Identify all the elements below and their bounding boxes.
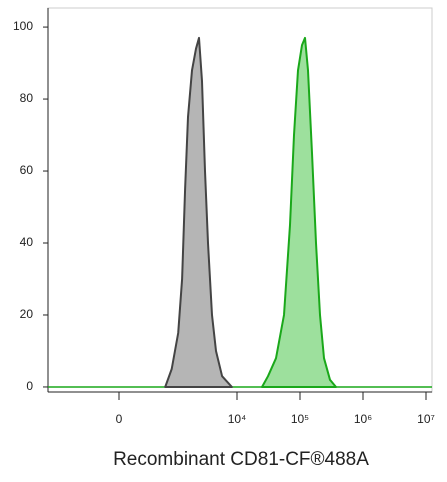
y-tick-label: 40 [20, 235, 34, 249]
x-axis-label: Recombinant CD81-CF®488A [113, 449, 369, 470]
y-tick-label: 20 [20, 307, 34, 321]
y-tick-label: 100 [13, 19, 33, 33]
x-tick-label: 10⁷ [417, 412, 435, 426]
histogram-area [261, 36, 337, 388]
histogram-area [164, 36, 233, 388]
x-tick-label: 10⁶ [354, 412, 372, 426]
x-tick-label: 10⁴ [228, 412, 247, 426]
x-tick-label: 10⁵ [291, 412, 309, 426]
x-tick-label: 0 [116, 412, 123, 426]
y-tick-label: 60 [20, 163, 34, 177]
y-tick-label: 0 [26, 379, 33, 393]
plot-frame [47, 7, 433, 393]
y-tick-label: 80 [20, 91, 34, 105]
